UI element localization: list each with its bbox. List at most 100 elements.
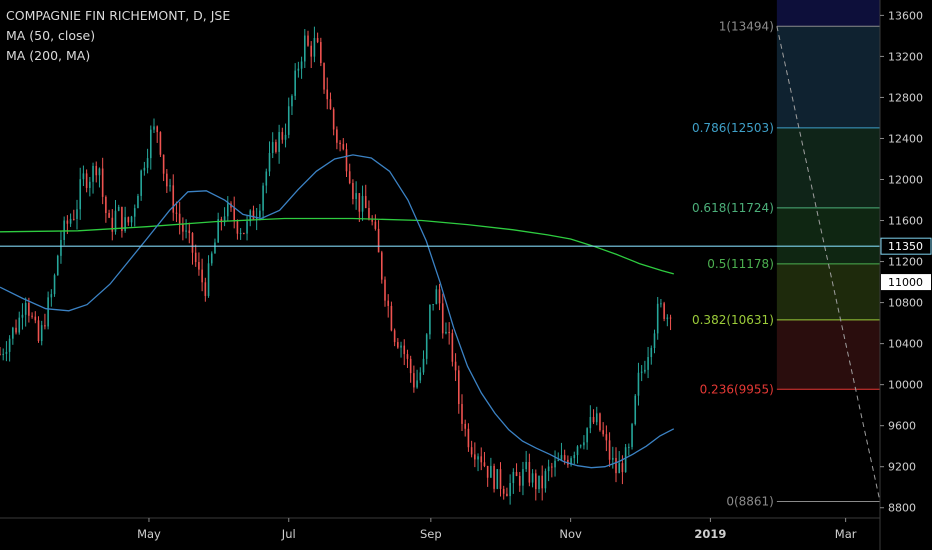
ma50-legend[interactable]: MA (50, close) <box>6 28 96 43</box>
candle-body <box>53 275 56 295</box>
candle-body <box>297 68 300 71</box>
candle-body <box>499 469 502 489</box>
candle-body <box>169 185 171 187</box>
fib-band <box>776 26 880 128</box>
candle-body <box>111 217 114 232</box>
candle-body <box>496 469 499 489</box>
candle-body <box>313 38 316 57</box>
candle-body <box>576 446 579 456</box>
candle-body <box>352 183 354 200</box>
candle-body <box>509 483 511 497</box>
candle-body <box>518 475 521 486</box>
candle-body <box>326 89 329 100</box>
candle-body <box>522 469 524 486</box>
candle-body <box>140 170 142 196</box>
candle-body <box>291 95 293 107</box>
candle-body <box>621 463 624 473</box>
price-tick-label: 10800 <box>888 297 923 310</box>
candle-body <box>255 216 258 220</box>
price-label-box <box>880 237 932 255</box>
candle-body <box>595 413 598 423</box>
candle-body <box>660 303 662 305</box>
candle-body <box>82 173 85 180</box>
candle-body <box>60 239 62 256</box>
candle-body <box>445 331 447 334</box>
candle-body <box>265 171 268 186</box>
candle-body <box>127 217 130 223</box>
price-tick-label: 11200 <box>888 256 923 269</box>
price-label-text: 11000 <box>888 276 923 289</box>
candle-body <box>400 345 402 348</box>
candle-body <box>108 213 110 218</box>
fib-level-label: 0.786(12503) <box>692 121 774 135</box>
candle-body <box>474 454 476 460</box>
candle-body <box>149 129 152 159</box>
candle-body <box>467 428 470 448</box>
candle-body <box>560 455 563 460</box>
candle-body <box>252 210 255 220</box>
moving-averages <box>0 154 675 469</box>
candle-body <box>525 461 527 470</box>
price-tick-label: 12400 <box>888 132 923 145</box>
candle-body <box>480 456 483 463</box>
candle-body <box>457 370 460 405</box>
price-tick-label: 12000 <box>888 174 923 187</box>
candle-body <box>303 35 306 62</box>
candle-body <box>387 300 390 306</box>
ma50-line <box>0 154 675 469</box>
price-tick-label: 10000 <box>888 379 923 392</box>
candle-body <box>339 142 341 145</box>
candle-body <box>544 471 547 489</box>
candle-body <box>345 149 348 172</box>
candle-body <box>640 371 643 373</box>
price-tick-label: 10400 <box>888 338 923 351</box>
candle-body <box>63 220 65 240</box>
candle-body <box>76 209 78 219</box>
candle-body <box>329 99 332 110</box>
price-tick-label: 11600 <box>888 215 923 228</box>
candle-body <box>358 193 361 212</box>
candle-body <box>551 466 553 468</box>
candle-body <box>278 132 280 152</box>
candle-body <box>12 327 14 339</box>
candle-body <box>592 416 595 423</box>
candle-body <box>44 325 46 327</box>
candle-body <box>332 109 335 130</box>
candlesticks <box>0 26 672 505</box>
candle-body <box>579 445 582 447</box>
fib-level-label: 0.618(11724) <box>692 201 774 215</box>
candle-body <box>397 342 399 348</box>
candle-body <box>608 440 611 460</box>
candle-body <box>653 333 656 349</box>
candle-body <box>236 221 239 234</box>
candle-body <box>310 45 313 57</box>
candle-body <box>393 330 396 343</box>
candle-body <box>355 193 357 200</box>
candle-body <box>89 181 91 188</box>
candle-body <box>438 289 441 304</box>
candle-body <box>214 242 216 254</box>
candle-body <box>34 316 37 321</box>
candle-body <box>483 462 486 466</box>
candle-body <box>656 303 659 334</box>
candle-body <box>226 203 229 217</box>
candle-body <box>47 297 49 327</box>
candle-body <box>531 473 534 483</box>
candle-body <box>406 354 409 359</box>
symbol-title[interactable]: COMPAGNIE FIN RICHEMONT, D, JSE <box>6 8 231 23</box>
fib-band <box>776 127 880 208</box>
candle-body <box>384 279 386 301</box>
candle-body <box>268 152 271 172</box>
candle-body <box>490 465 492 478</box>
ma200-legend[interactable]: MA (200, MA) <box>6 48 91 63</box>
candle-body <box>159 132 162 155</box>
candle-body <box>380 252 383 280</box>
candle-body <box>66 220 69 224</box>
candle-body <box>663 303 665 319</box>
time-tick-label: May <box>137 527 161 541</box>
candle-body <box>666 317 669 319</box>
candle-body <box>92 165 94 182</box>
price-tick-label: 9200 <box>888 461 916 474</box>
candle-body <box>534 473 537 490</box>
